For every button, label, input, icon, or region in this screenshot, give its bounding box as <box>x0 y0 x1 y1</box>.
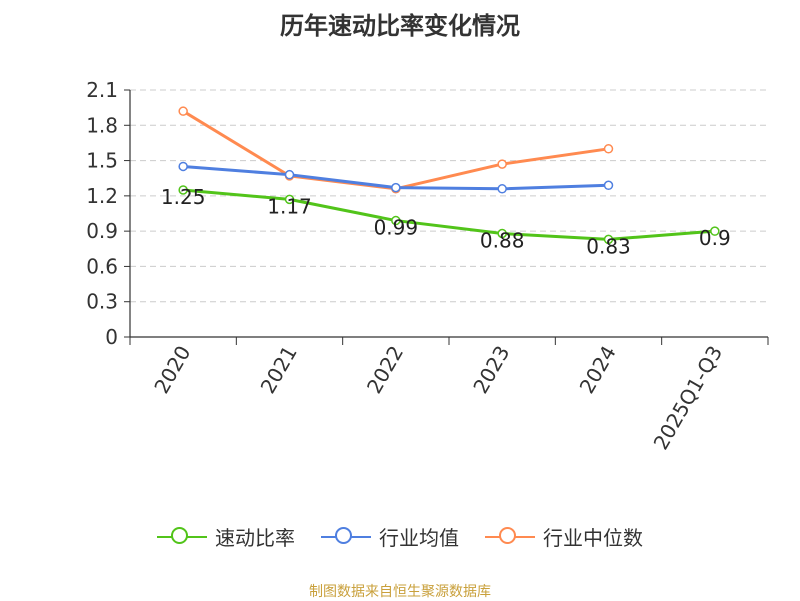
series-line-2 <box>182 109 609 191</box>
y-tick-label: 1.2 <box>86 184 118 208</box>
data-point-series-1 <box>284 169 295 180</box>
y-tick-label: 0.3 <box>86 290 118 314</box>
data-point-series-0 <box>497 228 507 239</box>
y-tick-label: 1.5 <box>86 149 118 173</box>
legend-item-quick-ratio[interactable]: 速动比率 <box>157 522 295 551</box>
data-label: 0.99 <box>374 216 419 240</box>
x-tick-label: 2022 <box>362 342 408 398</box>
x-tick-label: 2021 <box>256 342 302 398</box>
data-source-note: 制图数据来自恒生聚源数据库 <box>309 584 491 600</box>
legend-label-quick-ratio: 速动比率 <box>215 526 295 550</box>
data-point-series-0 <box>603 234 614 245</box>
data-label: 1.17 <box>267 194 312 218</box>
data-point-series-1 <box>603 180 614 191</box>
data-point-series-0 <box>284 194 295 205</box>
data-point-series-1 <box>497 184 507 194</box>
legend-swatch-industry-mean <box>321 526 371 547</box>
line-chart: 0 0.3 0.6 0.9 1.2 1.5 1.8 2.1 2020 2021 2022 2023 20… <box>86 78 769 454</box>
data-point-series-0 <box>391 215 401 226</box>
x-tick-label: 2023 <box>468 341 514 397</box>
legend-label-industry-median: 行业中位数 <box>543 526 643 550</box>
x-tick-label: 2024 <box>575 342 621 398</box>
y-tick-label: 0.6 <box>86 254 118 278</box>
data-point-series-0 <box>710 226 720 236</box>
y-tick-label: 0.9 <box>86 219 118 243</box>
data-point-series-1 <box>391 182 401 193</box>
chart-title: 历年速动比率变化情况 <box>280 12 520 40</box>
data-point-series-2 <box>178 106 188 116</box>
y-tick-label: 0 <box>105 325 118 349</box>
x-tick-label: 2025Q1-Q3 <box>648 342 727 454</box>
chart-legend: 速动比率 行业均值 行业中位数 <box>0 522 800 551</box>
legend-item-industry-mean[interactable]: 行业均值 <box>321 522 459 551</box>
legend-swatch-industry-median <box>485 526 535 547</box>
series-line-0 <box>183 188 715 241</box>
legend-swatch-quick-ratio <box>157 526 207 547</box>
x-tick-label: 2020 <box>149 342 195 398</box>
data-label: 0.9 <box>699 226 731 250</box>
data-label: 0.88 <box>480 228 525 252</box>
data-point-series-2 <box>603 144 614 154</box>
y-tick-label: 2.1 <box>86 78 118 102</box>
legend-label-industry-mean: 行业均值 <box>379 526 459 550</box>
data-point-series-0 <box>178 185 188 195</box>
data-point-series-1 <box>178 161 188 172</box>
legend-item-industry-median[interactable]: 行业中位数 <box>485 522 643 551</box>
data-label: 0.83 <box>586 234 631 258</box>
y-tick-label: 1.8 <box>86 113 118 137</box>
data-label: 1.25 <box>161 185 206 209</box>
data-point-series-2 <box>497 159 507 169</box>
